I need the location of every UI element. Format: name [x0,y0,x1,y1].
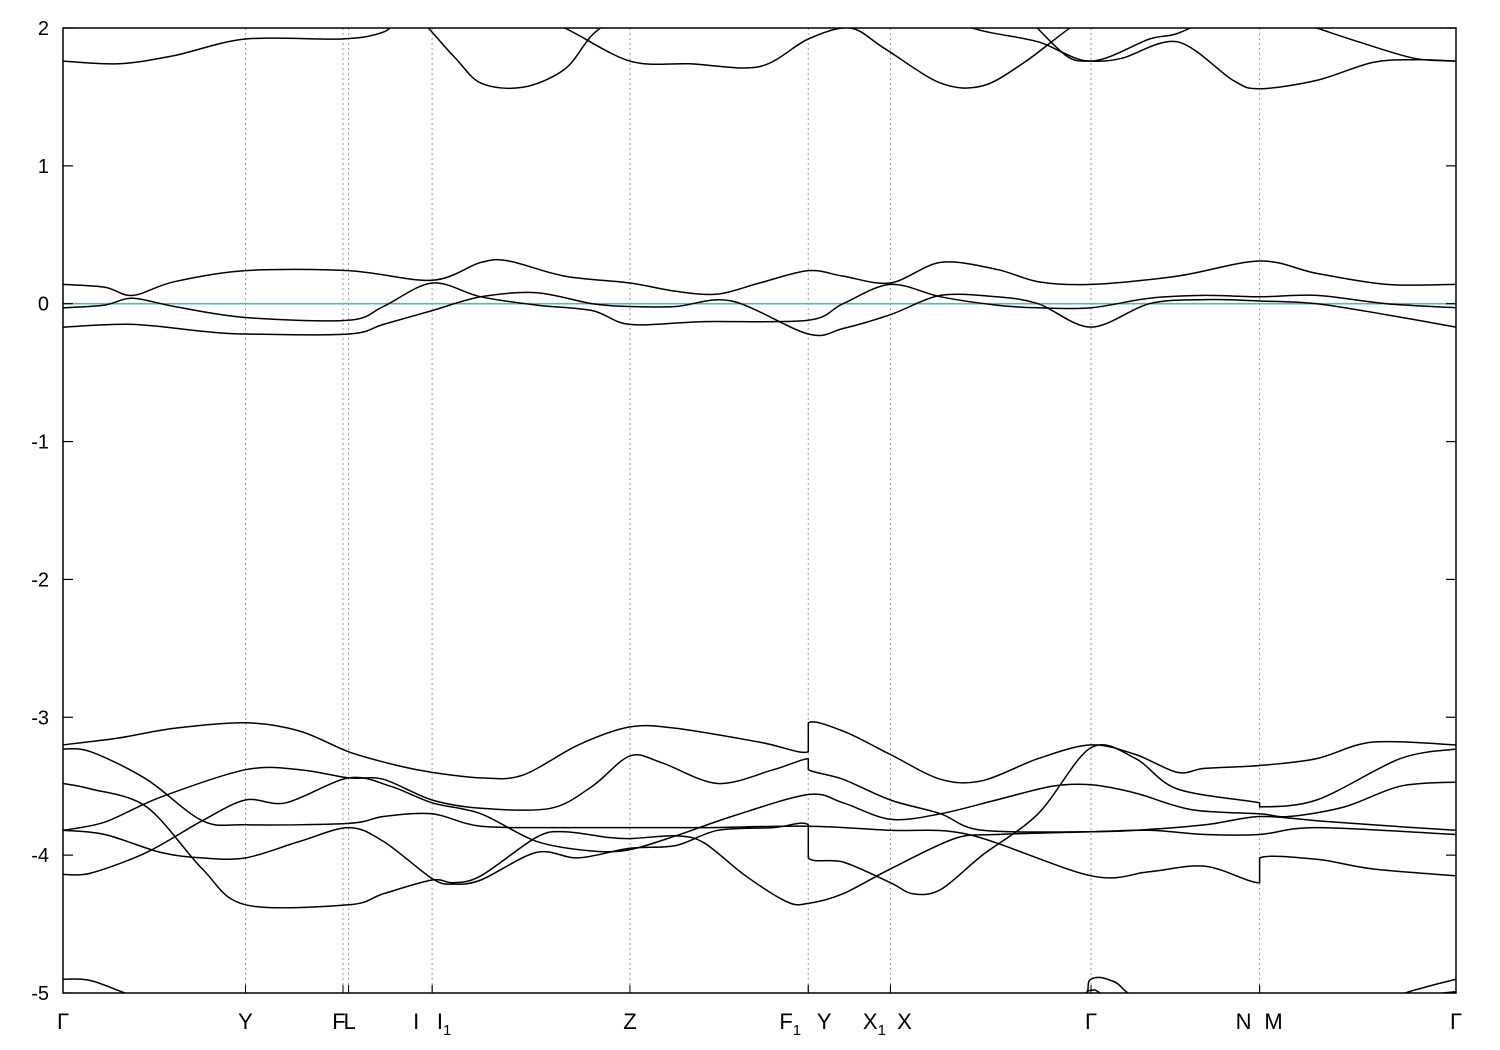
kpoint-label-z: Z [623,1009,636,1034]
y-tick-label: -4 [31,845,49,867]
band-line-8 [63,743,1456,896]
kpoint-label-gamma-3: Γ [1450,1009,1462,1034]
kpoint-label-f: F [332,1009,345,1034]
kpoint-label-l: L [343,1009,355,1034]
kpoint-grid [244,28,1261,993]
band-line-4 [63,754,1456,833]
y-axis: 2 1 0 -1 -2 -3 -4 -5 [31,18,1456,1005]
kpoint-label-gamma-1: Γ [57,1009,69,1034]
band-line-13 [562,28,1072,89]
band-line-11 [63,258,1456,297]
bands-layer [63,28,1456,993]
kpoint-label-i: I [413,1009,419,1034]
band-line-3 [63,776,1456,876]
y-tick-label: -2 [31,569,49,591]
y-tick-label: -5 [31,983,49,1005]
band-line-9 [63,291,1456,337]
y-tick-label: 0 [38,294,49,316]
y-tick-label: 2 [38,18,49,40]
band-line-5 [63,782,1456,909]
kpoint-label-n: N [1236,1009,1252,1034]
plot-frame [62,27,1457,994]
band-line-6 [63,747,1456,884]
kpoint-label-f1: F1 [779,1009,801,1039]
kpoint-label-x: X [897,1009,912,1034]
kpoint-label-m: M [1264,1009,1282,1034]
y-tick-label: -1 [31,432,49,454]
kpoint-label-i1: I1 [437,1009,451,1039]
x-axis-kpoint-labels: Γ Y FL I I1 Z F1 Y X1 X Γ N M Γ [57,985,1462,1039]
y-tick-label: 1 [38,156,49,178]
y-tick-label: -3 [31,707,49,729]
band-line-10 [63,282,1456,326]
kpoint-label-y-1: Y [238,1009,253,1034]
band-line-12 [63,28,602,90]
kpoint-label-x1: X1 [863,1009,886,1039]
band-line-7 [63,721,1456,784]
band-line-16 [1314,28,1456,62]
band-line-15 [969,28,1193,62]
kpoint-label-y-2: Y [817,1009,832,1034]
kpoint-label-gamma-2: Γ [1085,1009,1097,1034]
